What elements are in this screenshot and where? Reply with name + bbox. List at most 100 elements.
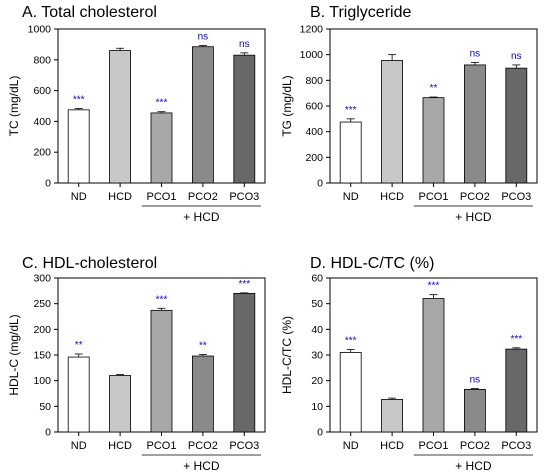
- y-tick-label: 0: [45, 427, 51, 439]
- chart-title: A. Total cholesterol: [22, 4, 157, 21]
- y-tick-label: 0: [45, 178, 51, 190]
- x-tick-label: ND: [343, 440, 359, 452]
- x-tick-label: PCO1: [147, 440, 177, 452]
- chart-panel-2: B. Triglyceride TG (mg/dL) 0 200 400 600 800 10…: [280, 4, 538, 224]
- y-tick-label: 50: [39, 401, 51, 413]
- bar: [150, 309, 173, 433]
- y-tick-label: 600: [33, 85, 51, 97]
- x-tick-label: HCD: [108, 191, 132, 203]
- bar: [67, 356, 90, 433]
- group-label: + HCD: [183, 459, 220, 473]
- x-tick-label: PCO1: [147, 191, 177, 203]
- significance-mark: ***: [510, 334, 522, 345]
- x-tick-label: HCD: [380, 191, 404, 203]
- y-tick-label: 200: [33, 147, 51, 159]
- group-label: + HCD: [183, 210, 220, 224]
- y-tick-label: 60: [311, 273, 323, 285]
- chart-title: D. HDL-C/TC (%): [310, 255, 434, 272]
- y-tick-label: 100: [33, 375, 51, 387]
- x-tick-label: ND: [71, 191, 87, 203]
- x-tick-label: PCO2: [188, 440, 218, 452]
- bar: [463, 64, 486, 184]
- y-tick-label: 250: [33, 298, 51, 310]
- chart-title: B. Triglyceride: [310, 4, 411, 21]
- y-axis-label: HDL-C/TC (%): [280, 316, 294, 394]
- bar: [381, 399, 404, 433]
- y-tick-label: 0: [317, 427, 323, 439]
- y-tick-label: 20: [311, 375, 323, 387]
- significance-mark: ***: [345, 335, 357, 346]
- significance-mark: ***: [428, 281, 440, 292]
- chart-panel-3: C. HDL-cholesterol HDL-C (mg/dL) 0 50 100 150…: [7, 255, 266, 473]
- x-tick-label: PCO1: [419, 191, 449, 203]
- significance-mark: ns: [239, 39, 250, 50]
- bar: [109, 50, 131, 184]
- bar: [463, 388, 486, 433]
- x-tick-label: HCD: [380, 440, 404, 452]
- significance-mark: ***: [238, 279, 250, 290]
- x-tick-label: PCO3: [229, 440, 259, 452]
- significance-mark: **: [199, 340, 207, 351]
- x-tick-label: PCO1: [419, 440, 449, 452]
- y-tick-label: 40: [311, 324, 323, 336]
- y-tick-label: 400: [33, 116, 51, 128]
- chart-title: C. HDL-cholesterol: [22, 255, 157, 272]
- y-tick-label: 50: [311, 298, 323, 310]
- bar: [422, 298, 445, 433]
- significance-mark: ns: [198, 31, 209, 42]
- x-tick-label: ND: [343, 191, 359, 203]
- significance-mark: ns: [470, 48, 481, 59]
- y-tick-label: 800: [33, 54, 51, 66]
- bar: [191, 46, 214, 184]
- bar: [191, 355, 214, 433]
- bar: [109, 375, 131, 433]
- bar: [233, 54, 256, 184]
- y-tick-label: 0: [317, 178, 323, 190]
- x-tick-label: PCO3: [501, 440, 531, 452]
- bar: [339, 352, 362, 433]
- x-tick-label: PCO2: [188, 191, 218, 203]
- significance-mark: **: [75, 340, 83, 351]
- bar: [505, 348, 528, 433]
- significance-mark: ***: [345, 105, 357, 116]
- y-tick-label: 1000: [300, 49, 324, 61]
- x-tick-label: PCO2: [460, 440, 490, 452]
- bar: [422, 97, 445, 184]
- bar: [505, 67, 528, 184]
- y-tick-label: 1000: [28, 24, 52, 36]
- chart-panel-1: A. Total cholesterol TC (mg/dL) 0 200 400 600…: [7, 4, 266, 224]
- group-label: + HCD: [455, 459, 492, 473]
- bar: [233, 292, 256, 433]
- y-tick-label: 300: [33, 273, 51, 285]
- y-axis-label: HDL-C (mg/dL): [7, 314, 21, 395]
- significance-mark: ***: [73, 95, 85, 106]
- x-tick-label: PCO2: [460, 191, 490, 203]
- y-tick-label: 400: [305, 126, 323, 138]
- group-label: + HCD: [455, 210, 492, 224]
- x-tick-label: PCO3: [501, 191, 531, 203]
- significance-mark: **: [430, 83, 438, 94]
- x-tick-label: HCD: [108, 440, 132, 452]
- bar: [67, 109, 90, 184]
- bar: [381, 60, 404, 184]
- y-tick-label: 30: [311, 350, 323, 362]
- y-tick-label: 800: [305, 75, 323, 87]
- y-tick-label: 150: [33, 350, 51, 362]
- significance-mark: ns: [470, 375, 481, 386]
- chart-panel-4: D. HDL-C/TC (%) HDL-C/TC (%) 0 10 20 30 40 50 60…: [280, 255, 538, 473]
- significance-mark: ***: [156, 98, 168, 109]
- y-tick-label: 10: [311, 401, 323, 413]
- y-tick-label: 200: [33, 324, 51, 336]
- x-tick-label: ND: [71, 440, 87, 452]
- y-tick-label: 600: [305, 101, 323, 113]
- significance-mark: ns: [511, 51, 522, 62]
- y-axis-label: TG (mg/dL): [280, 75, 294, 136]
- significance-mark: ***: [156, 294, 168, 305]
- y-axis-label: TC (mg/dL): [7, 76, 21, 137]
- y-tick-label: 200: [305, 152, 323, 164]
- x-tick-label: PCO3: [229, 191, 259, 203]
- bar: [150, 112, 173, 184]
- y-tick-label: 1200: [300, 24, 324, 36]
- bar: [339, 121, 362, 184]
